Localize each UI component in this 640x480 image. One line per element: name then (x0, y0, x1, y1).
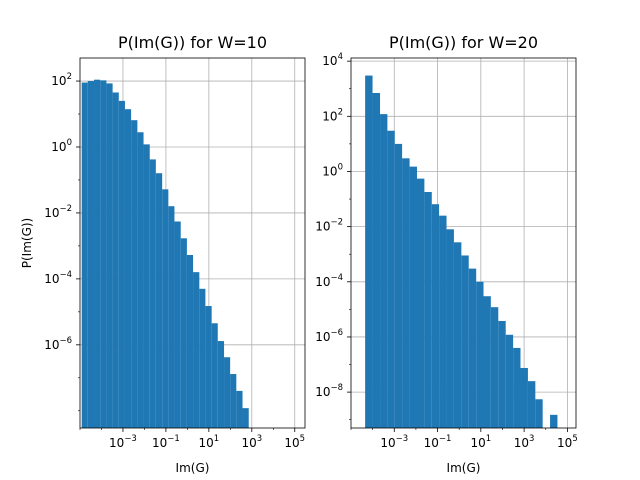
histogram-bar (193, 272, 200, 428)
y-tick-label: 10−2 (44, 204, 72, 220)
histogram-bar (365, 75, 373, 428)
histogram-bar (211, 323, 218, 428)
histogram-bar (513, 347, 521, 428)
histogram-bar (439, 215, 447, 428)
histogram-bar (143, 144, 150, 428)
histogram-bar (124, 109, 132, 428)
left-chart-y-axis-label: P(Im(G)) (20, 218, 34, 269)
histogram-bar (205, 306, 212, 428)
histogram-bar (394, 143, 403, 428)
histogram-bar (217, 341, 225, 428)
histogram-bar (118, 100, 125, 428)
left-chart-ticks: 10−3 10−1 101 103 105 10−6 10−4 10−2 100 102 (44, 72, 305, 450)
histogram-bar (174, 221, 181, 428)
right-chart-bars (365, 75, 558, 429)
y-tick-label: 102 (322, 107, 343, 123)
histogram-bar (149, 159, 156, 428)
y-tick-label: 10−2 (315, 218, 343, 234)
y-tick-label: 100 (51, 138, 72, 154)
histogram-bar (520, 367, 528, 428)
histogram-bar (199, 288, 206, 428)
histogram-bar (81, 82, 88, 429)
histogram-bar (505, 334, 514, 428)
histogram-bar (453, 242, 462, 428)
y-tick-label: 10−8 (315, 383, 343, 399)
left-chart-title: P(Im(G)) for W=10 (118, 33, 267, 52)
histogram-bar (155, 173, 163, 428)
histogram-bar (224, 357, 231, 428)
histogram-bar (416, 178, 425, 428)
histogram-bar (186, 254, 194, 428)
y-tick-label: 104 (322, 52, 343, 68)
histogram-bar (112, 92, 119, 429)
left-chart-axes-frame (79, 57, 306, 429)
x-tick-label: 103 (514, 434, 535, 450)
histogram-bar (106, 83, 113, 428)
histogram-bar (180, 238, 187, 428)
right-chart-x-axis-label: Im(G) (447, 461, 481, 475)
x-tick-label: 101 (470, 434, 491, 450)
histogram-bar (242, 408, 249, 428)
left-chart-bars (81, 79, 249, 429)
x-tick-label: 101 (199, 434, 220, 450)
y-tick-label: 10−6 (315, 328, 343, 344)
x-tick-label: 10−1 (152, 434, 180, 450)
histogram-bar (431, 204, 440, 428)
x-tick-label: 10−1 (424, 434, 452, 450)
histogram-bar (162, 189, 169, 428)
x-tick-label: 105 (557, 434, 578, 450)
x-tick-label: 103 (241, 434, 262, 450)
histogram-bar (476, 281, 484, 428)
histogram-bar (498, 320, 506, 428)
x-tick-label: 10−3 (109, 434, 137, 450)
histogram-bar (137, 132, 144, 429)
histogram-bar (87, 81, 95, 428)
histogram-bar (483, 296, 491, 428)
histogram-bar (100, 80, 107, 428)
right-chart: 10−3 10−1 101 103 105 10−8 10−6 10−4 10−2 100 102 1… (315, 33, 578, 475)
histogram-bar (468, 268, 477, 428)
x-tick-label: 105 (284, 434, 305, 450)
histogram-bar (446, 229, 454, 428)
y-tick-label: 10−4 (315, 273, 343, 289)
y-tick-label: 10−4 (44, 270, 72, 286)
histogram-bar (550, 414, 558, 428)
histogram-bar (402, 158, 410, 429)
right-chart-ticks: 10−3 10−1 101 103 105 10−8 10−6 10−4 10−2 100 102 1… (315, 52, 578, 450)
y-tick-label: 102 (51, 72, 72, 88)
x-tick-label: 10−3 (380, 434, 408, 450)
histogram-bar (461, 255, 469, 428)
y-tick-label: 100 (322, 162, 343, 178)
histogram-bar (424, 192, 432, 428)
histogram-bar (380, 114, 388, 428)
histogram-bar (94, 79, 101, 428)
histogram-bar (535, 399, 543, 428)
right-chart-axes-frame (350, 57, 577, 429)
histogram-bar (372, 92, 381, 428)
histogram-bar (131, 120, 138, 429)
histogram-bar (230, 374, 237, 428)
left-chart: 10−3 10−1 101 103 105 10−6 10−4 10−2 100 102 P(Im… (20, 33, 306, 475)
histogram-bar (168, 206, 175, 428)
histogram-bar (409, 166, 417, 429)
right-chart-title: P(Im(G)) for W=20 (389, 33, 538, 52)
histogram-bar (490, 307, 499, 428)
y-tick-label: 10−6 (44, 336, 72, 352)
left-chart-x-axis-label: Im(G) (176, 461, 210, 475)
histogram-bar (527, 381, 536, 428)
histogram-bar (236, 390, 243, 428)
histogram-bar (387, 130, 395, 428)
